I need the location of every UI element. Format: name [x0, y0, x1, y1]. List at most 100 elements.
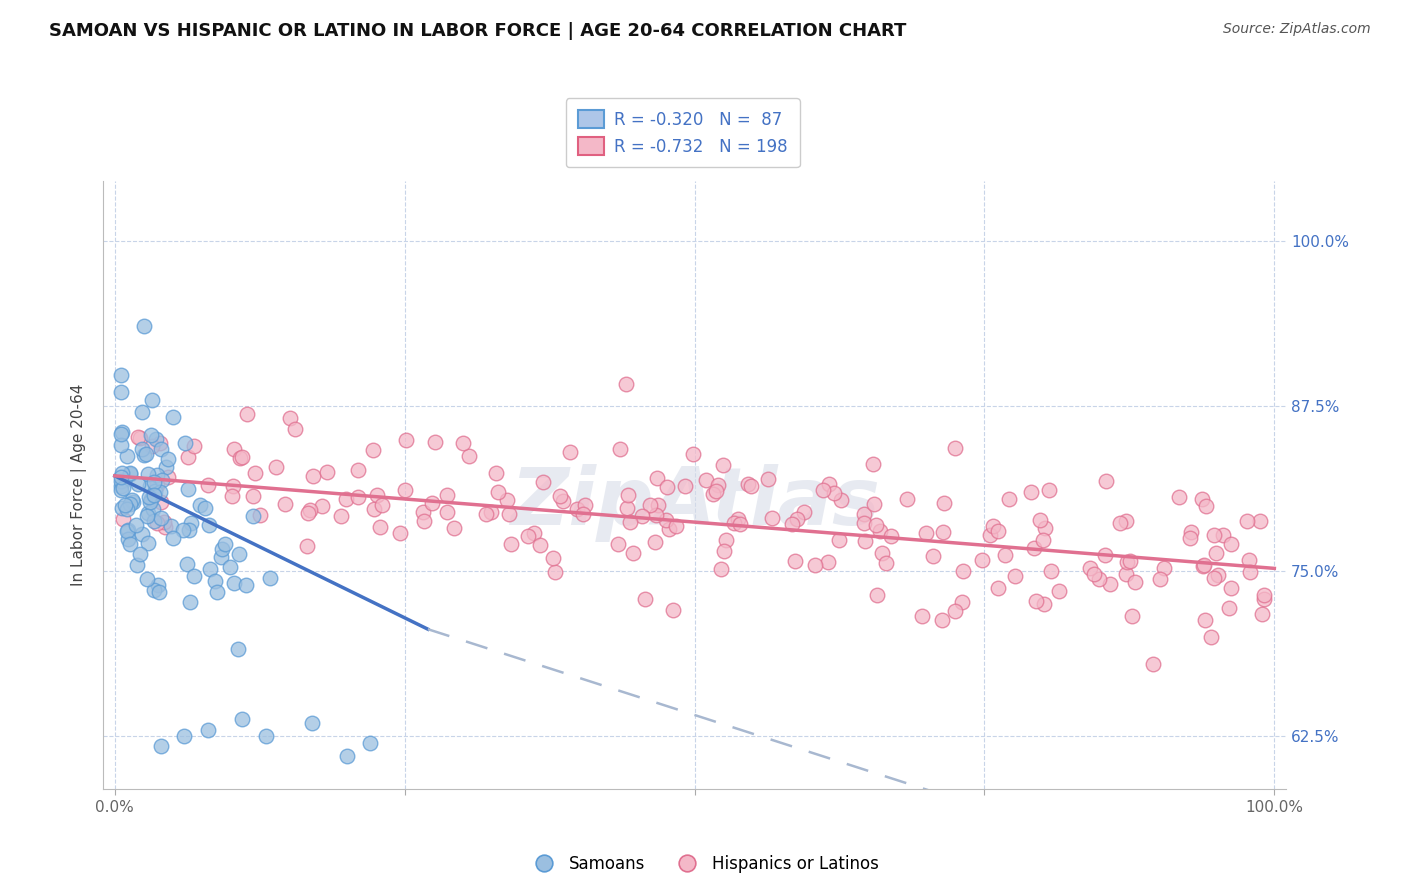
- Point: [226, 642, 249, 657]
- Point: [197, 518, 219, 533]
- Point: [183, 439, 205, 453]
- Point: [1205, 546, 1227, 560]
- Point: [111, 512, 134, 526]
- Point: [553, 494, 575, 508]
- Text: SAMOAN VS HISPANIC OR LATINO IN LABOR FORCE | AGE 20-64 CORRELATION CHART: SAMOAN VS HISPANIC OR LATINO IN LABOR FO…: [49, 22, 907, 40]
- Point: [862, 458, 884, 472]
- Point: [156, 469, 179, 483]
- Point: [121, 495, 143, 509]
- Point: [172, 523, 194, 537]
- Point: [932, 496, 955, 510]
- Point: [911, 609, 934, 624]
- Point: [644, 535, 666, 549]
- Legend: Samoans, Hispanics or Latinos: Samoans, Hispanics or Latinos: [520, 848, 886, 880]
- Point: [950, 595, 973, 609]
- Point: [1025, 594, 1047, 608]
- Point: [572, 507, 595, 521]
- Point: [141, 439, 163, 453]
- Point: [153, 520, 176, 534]
- Point: [394, 483, 416, 498]
- Point: [336, 749, 359, 764]
- Point: [1251, 607, 1274, 621]
- Point: [425, 434, 447, 449]
- Point: [413, 514, 436, 528]
- Point: [702, 487, 724, 501]
- Point: [118, 537, 141, 551]
- Point: [1142, 657, 1164, 671]
- Point: [149, 485, 172, 500]
- Point: [136, 506, 159, 520]
- Point: [780, 517, 803, 532]
- Point: [138, 491, 160, 505]
- Point: [363, 501, 385, 516]
- Point: [714, 533, 737, 547]
- Text: ZipAtlas: ZipAtlas: [509, 465, 880, 542]
- Point: [155, 459, 177, 474]
- Point: [853, 534, 876, 549]
- Point: [1116, 556, 1139, 570]
- Point: [574, 499, 596, 513]
- Point: [981, 519, 1004, 533]
- Point: [229, 451, 252, 466]
- Point: [117, 532, 139, 546]
- Point: [943, 441, 966, 455]
- Point: [162, 531, 184, 545]
- Point: [117, 501, 139, 516]
- Point: [110, 438, 132, 452]
- Point: [785, 553, 807, 567]
- Point: [453, 435, 475, 450]
- Point: [1220, 536, 1243, 550]
- Point: [243, 466, 266, 480]
- Point: [665, 519, 688, 533]
- Point: [188, 499, 211, 513]
- Point: [1237, 553, 1260, 567]
- Point: [609, 442, 631, 457]
- Point: [128, 547, 150, 561]
- Point: [529, 538, 551, 552]
- Point: [1195, 500, 1218, 514]
- Point: [160, 519, 183, 533]
- Point: [335, 491, 357, 506]
- Point: [242, 489, 264, 503]
- Point: [143, 583, 166, 598]
- Point: [146, 578, 169, 592]
- Point: [311, 499, 333, 513]
- Point: [121, 493, 143, 508]
- Point: [486, 484, 509, 499]
- Point: [638, 498, 661, 512]
- Y-axis label: In Labor Force | Age 20-64: In Labor Force | Age 20-64: [72, 384, 87, 586]
- Point: [127, 430, 149, 444]
- Point: [531, 475, 554, 490]
- Point: [388, 525, 411, 540]
- Point: [315, 465, 337, 479]
- Point: [1249, 514, 1271, 528]
- Point: [297, 507, 319, 521]
- Point: [221, 489, 243, 503]
- Point: [710, 561, 733, 575]
- Point: [142, 488, 165, 502]
- Point: [176, 557, 198, 571]
- Point: [111, 501, 134, 516]
- Point: [110, 425, 132, 439]
- Point: [111, 481, 134, 495]
- Point: [943, 604, 966, 618]
- Point: [1192, 559, 1215, 574]
- Point: [756, 472, 779, 486]
- Point: [828, 533, 851, 547]
- Point: [1153, 561, 1175, 575]
- Point: [655, 513, 678, 527]
- Point: [1004, 568, 1026, 582]
- Point: [1115, 514, 1137, 528]
- Point: [197, 723, 219, 737]
- Point: [1253, 592, 1275, 607]
- Point: [298, 503, 321, 517]
- Point: [436, 505, 458, 519]
- Point: [135, 572, 157, 586]
- Point: [655, 480, 678, 494]
- Point: [180, 516, 202, 530]
- Point: [145, 433, 167, 447]
- Point: [617, 488, 640, 502]
- Point: [235, 577, 257, 591]
- Text: Source: ZipAtlas.com: Source: ZipAtlas.com: [1223, 22, 1371, 37]
- Point: [115, 524, 138, 539]
